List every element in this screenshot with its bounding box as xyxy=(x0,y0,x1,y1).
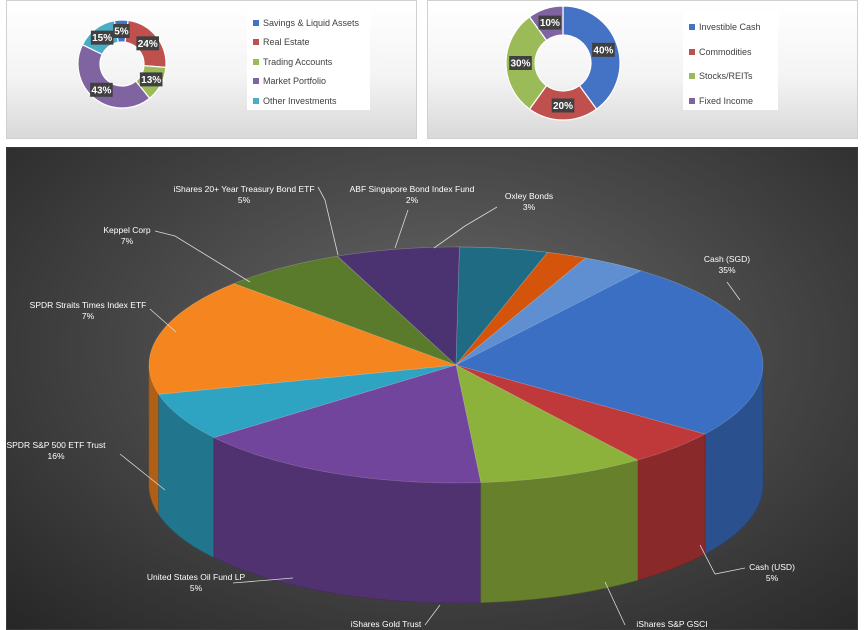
pie-slice-ishares-20-year-treasury-bond-etf xyxy=(455,246,549,366)
allocation-legend-label-savings-and-liquid-assets: Savings & Liquid Assets xyxy=(263,17,360,28)
target-legend-swatch-investible-cash xyxy=(689,24,695,31)
pie-value-label-spdr-sandp-500-etf-trust: 16% xyxy=(47,451,64,461)
pie-category-label-spdr-straits-times-index-etf: SPDR Straits Times Index ETF xyxy=(30,300,147,310)
pie-leader-line-oxley-bonds xyxy=(433,206,498,249)
svg-text:40%: 40% xyxy=(593,45,613,56)
pie-value-label-keppel-corp: 7% xyxy=(121,236,134,246)
pie-leader-line-united-states-oil-fund-lp xyxy=(232,577,294,584)
allocation-data-label-trading-accounts: 13% xyxy=(139,72,163,87)
target-data-label-commodities: 20% xyxy=(551,98,575,113)
pie-category-label-ishares-gold-trust: iShares Gold Trust xyxy=(351,619,422,629)
pie-value-label-ishares-20-year-treasury-bond-etf: 5% xyxy=(238,195,251,205)
target-legend-label-stocks-reits: Stocks/REITs xyxy=(699,71,753,82)
allocation-legend-swatch-other-investments xyxy=(253,97,259,104)
target-legend-item-stocks-reits: Stocks/REITs xyxy=(689,64,772,89)
pie-leader-line-spdr-straits-times-index-etf xyxy=(149,308,177,333)
svg-text:15%: 15% xyxy=(92,33,112,44)
allocation-legend: Savings & Liquid Assets Real Estate Tradin… xyxy=(247,10,370,110)
svg-text:13%: 13% xyxy=(141,75,161,86)
target-legend-item-commodities: Commodities xyxy=(689,40,772,65)
pie-slice-ishares-gold-trust xyxy=(213,364,482,484)
pie-category-label-united-states-oil-fund-lp: United States Oil Fund LP xyxy=(147,572,246,582)
allocation-legend-label-market-portfolio: Market Portfolio xyxy=(263,76,327,87)
pie-leader-line-ishares-20-year-treasury-bond-etf xyxy=(317,186,339,256)
allocation-legend-item-real-estate: Real Estate xyxy=(253,33,364,53)
target-legend-label-fixed-income: Fixed Income xyxy=(699,95,754,106)
target-allocation-chart-panel xyxy=(427,0,858,139)
pie-side-spdr-sandp-500-etf-trust xyxy=(148,364,159,516)
pie-slice-cash-usd xyxy=(455,364,706,461)
svg-text:30%: 30% xyxy=(510,59,530,70)
pie-value-label-cash-sgd: 35% xyxy=(718,265,735,275)
svg-text:10%: 10% xyxy=(540,18,560,29)
svg-text:5%: 5% xyxy=(114,27,129,38)
pie-category-label-ishares-20-year-treasury-bond-etf: iShares 20+ Year Treasury Bond ETF xyxy=(173,184,314,194)
pie-slice-oxley-bonds xyxy=(455,257,642,366)
pie-value-label-united-states-oil-fund-lp: 5% xyxy=(190,583,203,593)
target-legend-label-commodities: Commodities xyxy=(699,46,752,57)
pie-value-label-cash-usd: 5% xyxy=(766,573,779,583)
target-allocation-legend: Investible Cash Commodities Stocks/REITs Fi… xyxy=(683,12,778,110)
pie-top-faces xyxy=(148,246,764,484)
allocation-legend-item-trading-accounts: Trading Accounts xyxy=(253,52,364,72)
pie-category-label-cash-usd: Cash (USD) xyxy=(749,562,795,572)
allocation-legend-item-savings-and-liquid-assets: Savings & Liquid Assets xyxy=(253,13,364,33)
target-legend-swatch-commodities xyxy=(689,48,695,55)
target-legend-swatch-stocks-reits xyxy=(689,73,695,80)
target-legend-item-investible-cash: Investible Cash xyxy=(689,15,772,40)
pie-category-label-ishares-sandp-gsci: iShares S&P GSCI xyxy=(636,619,707,629)
allocation-slice-market-portfolio xyxy=(77,43,151,109)
allocation-legend-swatch-market-portfolio xyxy=(253,78,259,85)
pie-value-label-abf-singapore-bond-index-fund: 2% xyxy=(406,195,419,205)
target-slice-investible-cash xyxy=(562,5,621,110)
pie-data-labels: Cash (SGD)35%Cash (USD)5%iShares S&P GSC… xyxy=(6,184,795,629)
target-legend-item-fixed-income: Fixed Income xyxy=(689,89,772,114)
pie-leader-line-keppel-corp xyxy=(154,230,251,283)
target-legend-label-investible-cash: Investible Cash xyxy=(699,22,761,33)
pie-leader-line-cash-usd xyxy=(699,544,746,575)
allocation-legend-swatch-savings-and-liquid-assets xyxy=(253,19,259,26)
pie-value-label-spdr-straits-times-index-etf: 7% xyxy=(82,311,95,321)
pie-leader-line-ishares-gold-trust xyxy=(424,604,441,626)
allocation-legend-label-real-estate: Real Estate xyxy=(263,37,310,48)
pie-slice-keppel-corp xyxy=(336,246,460,366)
pie-category-label-spdr-sandp-500-etf-trust: SPDR S&P 500 ETF Trust xyxy=(6,440,106,450)
allocation-legend-swatch-real-estate xyxy=(253,39,259,46)
pie-category-label-keppel-corp: Keppel Corp xyxy=(103,225,151,235)
allocation-legend-item-market-portfolio: Market Portfolio xyxy=(253,72,364,92)
target-legend-swatch-fixed-income xyxy=(689,97,695,104)
pie-slice-ishares-sandp-gsci xyxy=(455,364,639,483)
pie-leader-line-spdr-sandp-500-etf-trust xyxy=(119,453,166,491)
pie-side-walls xyxy=(148,364,764,604)
allocation-legend-label-other-investments: Other Investments xyxy=(263,95,337,106)
allocation-data-label-real-estate: 24% xyxy=(136,36,160,51)
pie-category-label-cash-sgd: Cash (SGD) xyxy=(704,254,750,264)
pie-slice-spdr-sandp-500-etf-trust xyxy=(148,283,457,395)
allocation-legend-swatch-trading-accounts xyxy=(253,58,259,65)
svg-text:24%: 24% xyxy=(138,39,158,50)
pie-category-label-abf-singapore-bond-index-fund: ABF Singapore Bond Index Fund xyxy=(350,184,475,194)
pie-leader-line-ishares-sandp-gsci xyxy=(604,581,626,626)
pie-side-ishares-gold-trust xyxy=(213,437,482,604)
allocation-data-label-savings-and-liquid-assets: 5% xyxy=(113,24,130,39)
pie-category-label-oxley-bonds: Oxley Bonds xyxy=(505,191,553,201)
target-data-label-stocks-reits: 30% xyxy=(509,56,532,70)
allocation-legend-label-trading-accounts: Trading Accounts xyxy=(263,56,333,67)
svg-text:43%: 43% xyxy=(91,85,111,96)
pie-slice-united-states-oil-fund-lp xyxy=(158,364,457,438)
pie-leader-line-abf-singapore-bond-index-fund xyxy=(394,209,409,249)
svg-text:20%: 20% xyxy=(553,101,573,112)
allocation-data-label-market-portfolio: 43% xyxy=(90,82,113,97)
pie-slice-abf-singapore-bond-index-fund xyxy=(455,252,587,366)
allocation-legend-item-other-investments: Other Investments xyxy=(253,91,364,111)
allocation-data-label-other-investments: 15% xyxy=(90,30,114,45)
pie-side-united-states-oil-fund-lp xyxy=(158,393,215,559)
target-data-label-fixed-income: 10% xyxy=(538,15,562,30)
pie-value-label-oxley-bonds: 3% xyxy=(523,202,536,212)
target-data-label-investible-cash: 40% xyxy=(592,42,615,57)
pie-leader-line-cash-sgd xyxy=(726,281,741,301)
